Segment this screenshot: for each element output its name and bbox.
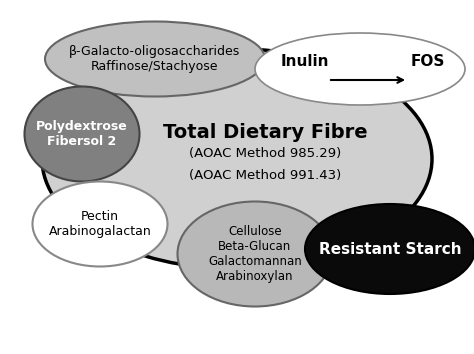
Ellipse shape — [45, 22, 265, 97]
Text: Resistant Starch: Resistant Starch — [319, 241, 461, 257]
Ellipse shape — [33, 182, 167, 267]
Ellipse shape — [255, 33, 465, 105]
Text: (AOAC Method 985.29): (AOAC Method 985.29) — [189, 148, 341, 160]
Ellipse shape — [42, 49, 432, 269]
Text: Total Dietary Fibre: Total Dietary Fibre — [163, 122, 367, 142]
Text: Pectin
Arabinogalactan: Pectin Arabinogalactan — [49, 210, 151, 238]
Text: Inulin: Inulin — [281, 55, 329, 69]
Text: Cellulose
Beta-Glucan
Galactomannan
Arabinoxylan: Cellulose Beta-Glucan Galactomannan Arab… — [208, 225, 302, 283]
Ellipse shape — [25, 86, 139, 182]
Text: β-Galacto-oligosaccharides
Raffinose/Stachyose: β-Galacto-oligosaccharides Raffinose/Sta… — [69, 45, 241, 73]
Ellipse shape — [305, 204, 474, 294]
Text: FOS: FOS — [411, 55, 445, 69]
Text: (AOAC Method 991.43): (AOAC Method 991.43) — [189, 170, 341, 183]
Ellipse shape — [177, 201, 332, 307]
Text: Polydextrose
Fibersol 2: Polydextrose Fibersol 2 — [36, 120, 128, 148]
